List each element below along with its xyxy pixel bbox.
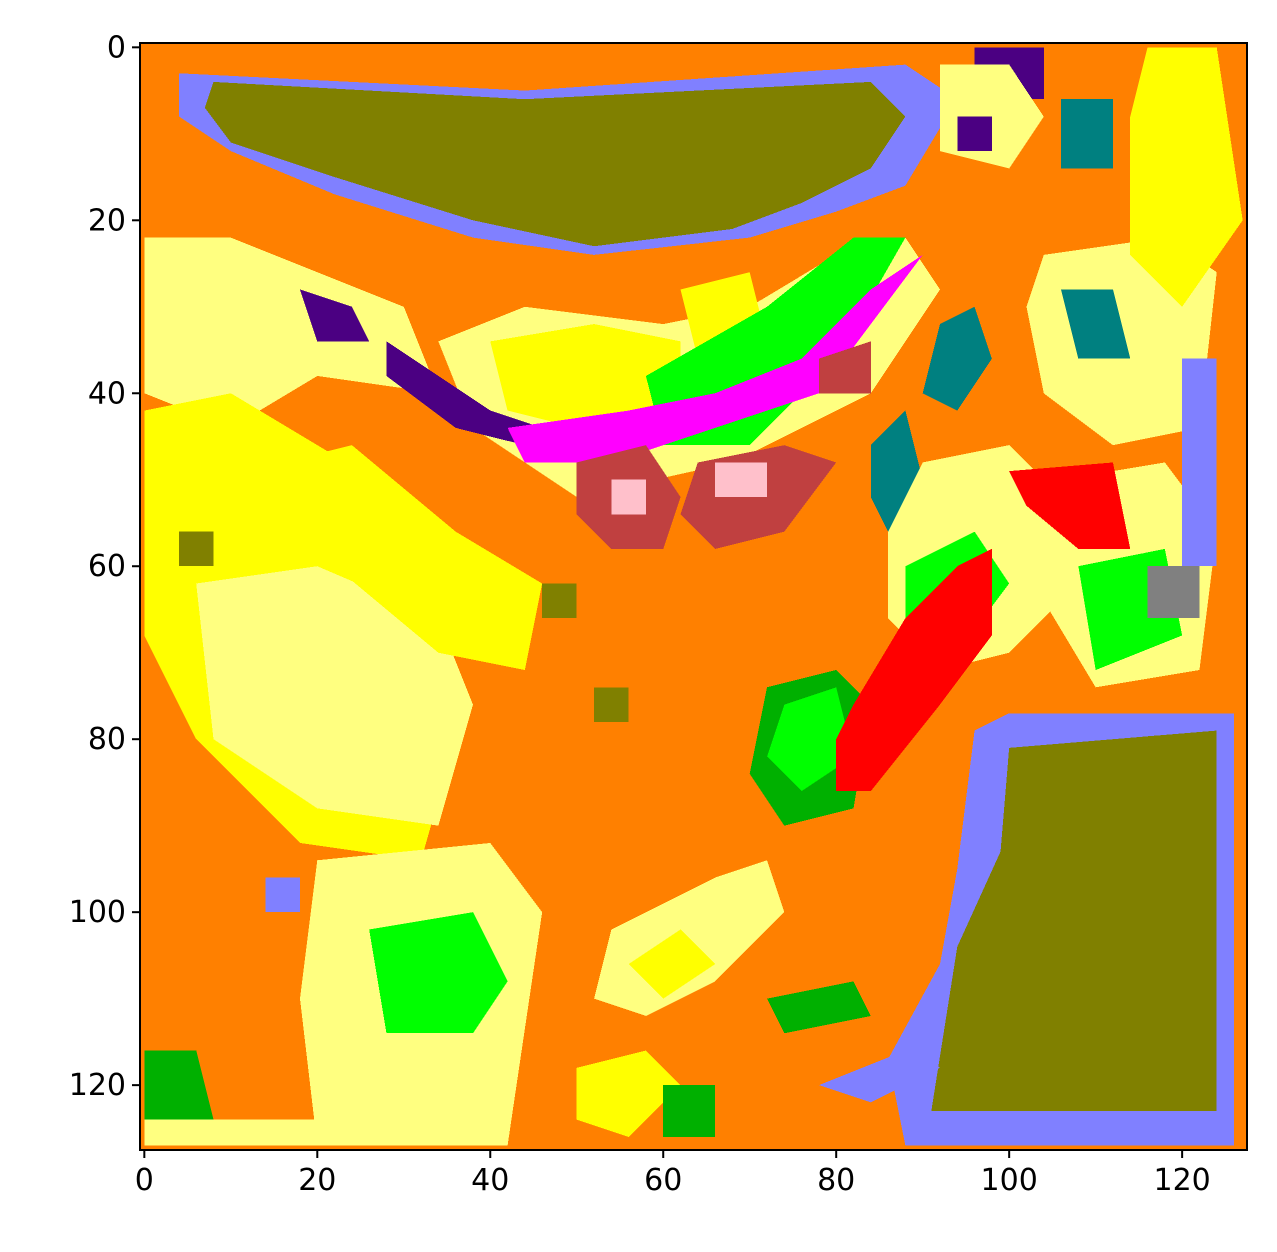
heatmap-region-teal-30 [870, 410, 923, 532]
plot-frame [139, 42, 1248, 1151]
heatmap-region-olive-44 [594, 687, 629, 722]
y-tick-label: 60 [88, 549, 126, 584]
heatmap-region-lime-10 [369, 912, 508, 1034]
heatmap-region-green-46 [144, 1050, 214, 1138]
x-tick-label: 60 [644, 1163, 682, 1198]
heatmap-region-teal-31 [922, 306, 992, 411]
x-tick-label: 100 [981, 1163, 1038, 1198]
plot-area [140, 43, 1247, 1150]
heatmap-region-teal-29 [1061, 289, 1131, 359]
heatmap-region-periwinkle-49 [818, 1050, 940, 1103]
heatmap-region-light_yellow-53 [144, 1119, 404, 1146]
x-axis: 0 20 40 60 80 100 120 [135, 1150, 1211, 1198]
heatmap-region-gray-52 [1147, 566, 1200, 619]
heatmap-region-olive-1 [204, 81, 906, 247]
y-axis: 0 20 40 60 80 100 120 [69, 30, 140, 1103]
heatmap-region-green-48 [663, 1085, 716, 1138]
heatmap-region-yellow-8 [282, 445, 543, 671]
heatmap-region-light_yellow-7 [196, 566, 473, 826]
heatmap-region-pink-20 [611, 479, 646, 515]
x-tick-label: 0 [135, 1163, 154, 1198]
heatmap-region-brown_red-22 [818, 341, 871, 394]
heatmap-region-yellow-47 [576, 1050, 681, 1138]
y-tick-label: 80 [88, 722, 126, 757]
heatmap-region-teal-26 [1061, 99, 1113, 169]
heatmap-region-yellow-28 [1130, 47, 1243, 307]
heatmap-region-indigo-15 [386, 341, 543, 446]
heatmap-region-periwinkle-50 [265, 877, 300, 913]
heatmap-region-yellow-41 [628, 929, 716, 999]
heatmap-region-periwinkle-51 [1182, 358, 1217, 567]
heatmap-region-olive-4 [931, 730, 1217, 1112]
y-tick-label: 100 [69, 895, 126, 930]
x-tick-label: 80 [817, 1163, 855, 1198]
y-tick-label: 20 [88, 203, 126, 238]
heatmap-region-red-39 [836, 548, 992, 792]
heatmap-region-pink-21 [715, 462, 768, 498]
x-tick-label: 20 [298, 1163, 336, 1198]
y-tick-label: 40 [88, 376, 126, 411]
heatmap-region-lime-38 [767, 687, 854, 792]
y-tick-label: 0 [107, 30, 126, 65]
heatmap-region-indigo-25 [957, 116, 992, 152]
x-tick-label: 120 [1154, 1163, 1211, 1198]
x-tick-label: 40 [471, 1163, 509, 1198]
heatmap-region-olive-43 [542, 583, 577, 619]
heatmap-region-indigo-16 [299, 289, 370, 342]
heatmap-region-light_yellow-5 [144, 237, 439, 428]
heatmap-region-green-42 [767, 981, 871, 1034]
heatmap-region-yellow-12 [490, 324, 681, 428]
heatmap-region-red-35 [1009, 462, 1131, 549]
heatmap-region-lime-14 [645, 237, 906, 446]
heatmap-region-olive-45 [178, 531, 214, 567]
y-tick-label: 120 [69, 1068, 126, 1103]
